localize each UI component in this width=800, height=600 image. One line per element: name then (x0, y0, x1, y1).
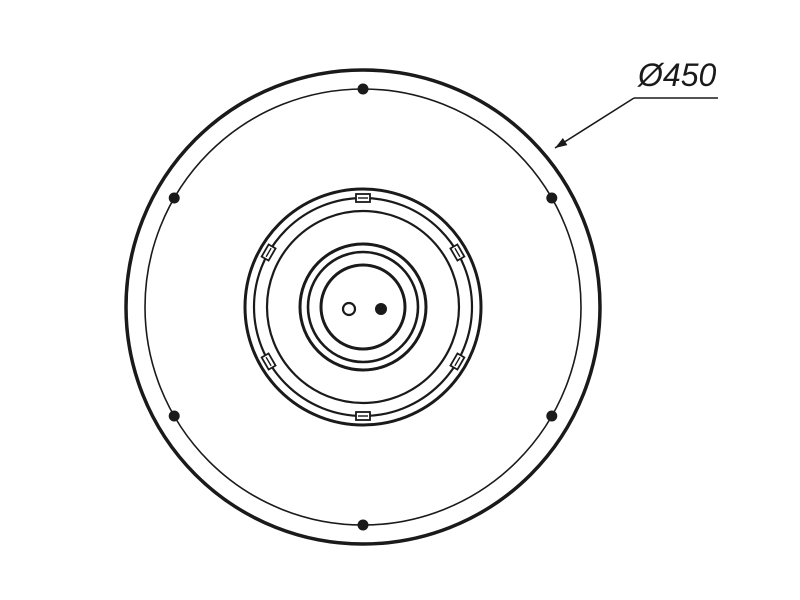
mechanical-drawing: Ø450 (0, 0, 800, 600)
outer-bolt-hole (546, 193, 557, 204)
center-hole-filled (375, 303, 387, 315)
dimension-label: Ø450 (637, 57, 716, 93)
inner-tab (356, 412, 370, 420)
outer-bolt-hole (169, 411, 180, 422)
outer-bolt-hole (546, 411, 557, 422)
outer-bolt-hole (169, 193, 180, 204)
inner-tab (356, 194, 370, 202)
outer-bolt-hole (358, 84, 369, 95)
outer-bolt-hole (358, 520, 369, 531)
